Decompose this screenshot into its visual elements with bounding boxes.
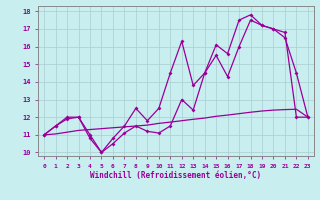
X-axis label: Windchill (Refroidissement éolien,°C): Windchill (Refroidissement éolien,°C) — [91, 171, 261, 180]
